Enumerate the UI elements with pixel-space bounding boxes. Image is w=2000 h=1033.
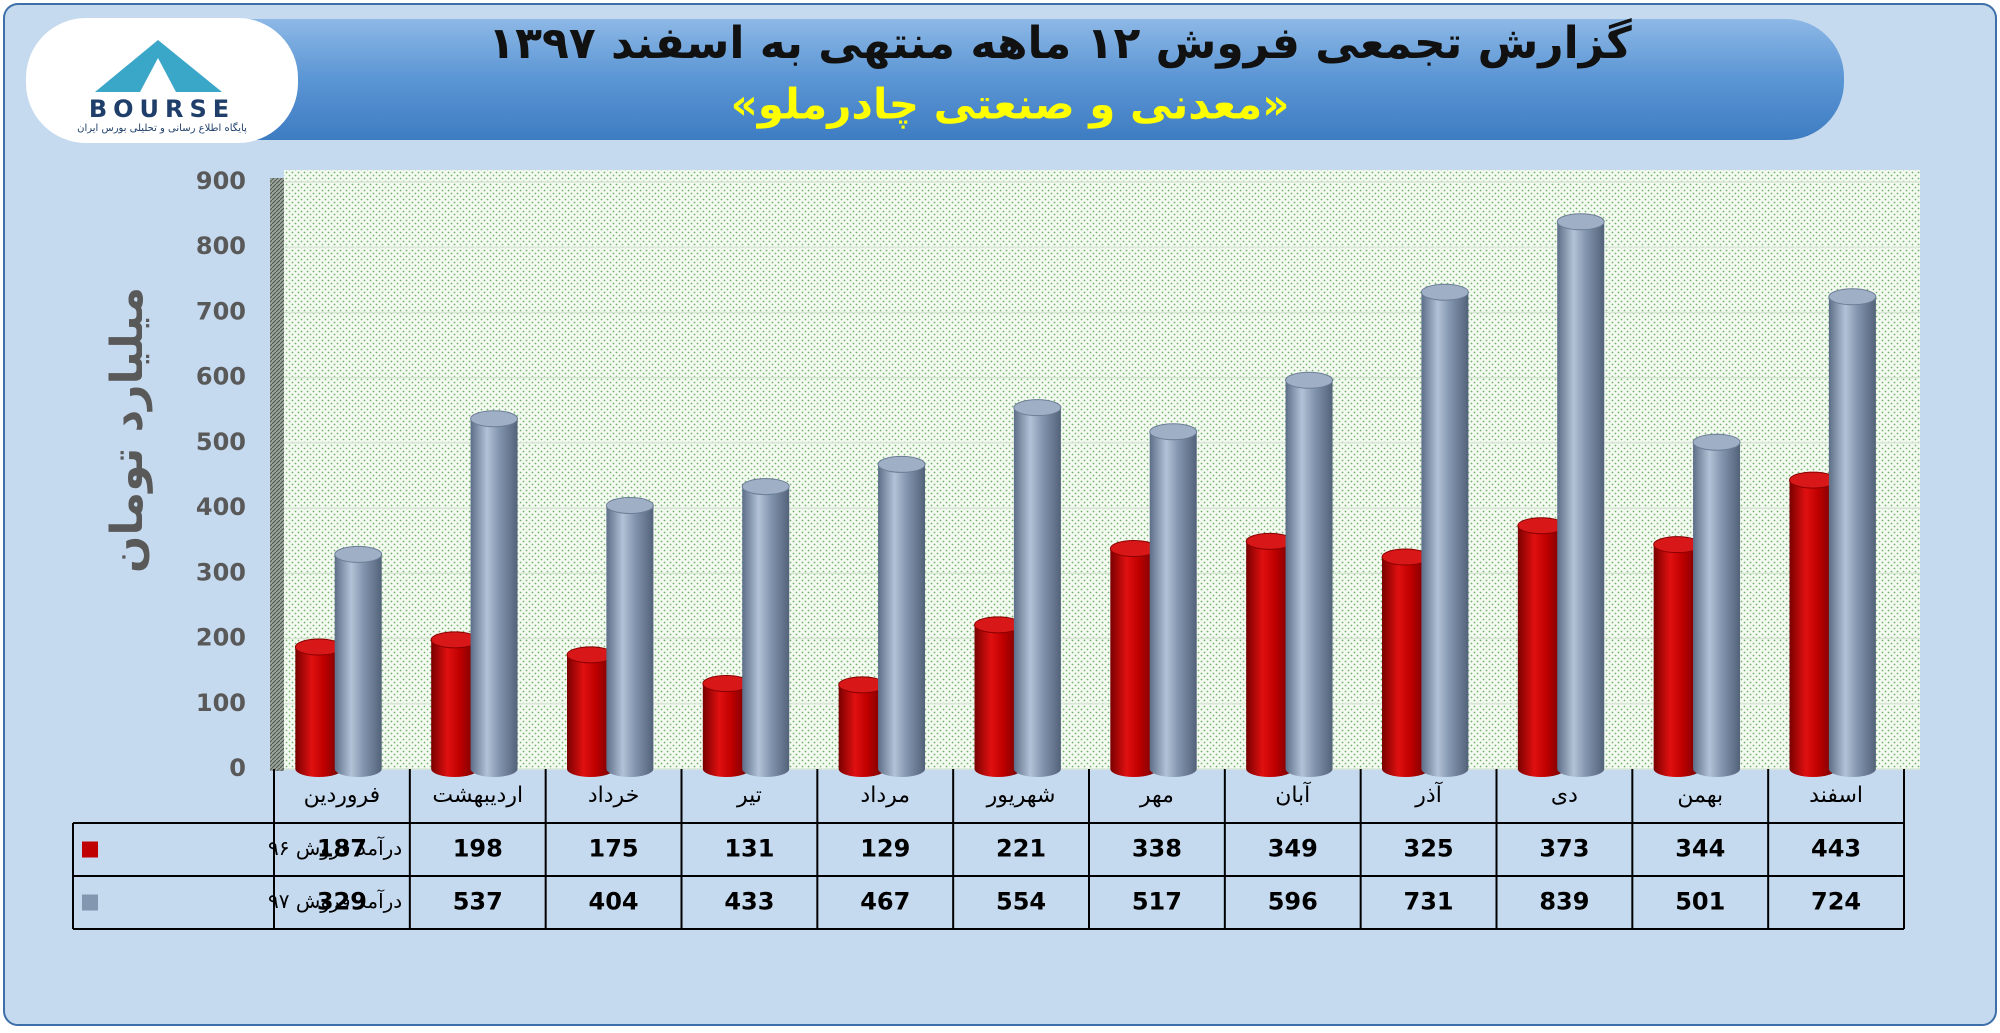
- bar: [1517, 525, 1565, 777]
- legend-swatch: [82, 894, 98, 911]
- data-label: 344: [1675, 835, 1725, 863]
- bar: [1693, 442, 1741, 777]
- logo-shape: [140, 58, 176, 92]
- data-label: 554: [996, 888, 1046, 916]
- data-label: 537: [453, 888, 503, 916]
- x-tick-label: آبان: [1275, 781, 1311, 808]
- y-tick-label: 600: [196, 363, 246, 391]
- title-banner: [32, 19, 1844, 140]
- logo-text: BOURSE: [89, 95, 235, 123]
- bar: [878, 464, 926, 777]
- bar: [334, 554, 382, 777]
- bar-cap: [1013, 399, 1062, 417]
- x-tick-label: تیر: [736, 783, 762, 808]
- bar-cap: [1692, 433, 1741, 451]
- data-label: 131: [724, 835, 774, 863]
- x-tick-label: شهریور: [986, 783, 1056, 808]
- bar: [1557, 221, 1605, 778]
- data-label: 731: [1404, 888, 1454, 916]
- data-label: 187: [317, 835, 367, 863]
- y-axis-label: میلیارد تومان: [102, 287, 153, 573]
- x-tick-label: دی: [1551, 783, 1578, 808]
- data-label: 349: [1268, 835, 1318, 863]
- bar: [470, 418, 518, 777]
- bar: [1828, 296, 1876, 777]
- x-tick-label: اسفند: [1809, 783, 1863, 808]
- legend-swatch: [82, 841, 98, 858]
- x-tick-label: آذر: [1414, 781, 1442, 808]
- data-label: 198: [453, 835, 503, 863]
- bar: [431, 639, 479, 777]
- x-tick-label: مرداد: [860, 783, 910, 808]
- bar: [1013, 407, 1061, 777]
- x-tick-label: اردیبهشت: [432, 783, 523, 808]
- data-label: 501: [1675, 888, 1725, 916]
- y-tick-label: 900: [196, 167, 246, 195]
- data-label: 338: [1132, 835, 1182, 863]
- data-label: 175: [589, 835, 639, 863]
- bar: [1246, 541, 1294, 777]
- bar-cap: [1285, 371, 1334, 389]
- data-label: 596: [1268, 888, 1318, 916]
- data-label: 443: [1811, 835, 1861, 863]
- x-tick-label: مهر: [1139, 783, 1174, 808]
- bar: [606, 505, 654, 777]
- data-label: 724: [1811, 888, 1861, 916]
- bar-cap: [741, 478, 790, 496]
- bar: [1381, 557, 1429, 777]
- bar: [1149, 431, 1197, 777]
- bar: [1110, 548, 1158, 777]
- x-tick-label: بهمن: [1677, 783, 1723, 808]
- bar-cap: [1556, 213, 1605, 231]
- logo: BOURSE پایگاه اطلاع رسانی و تحلیلی بورس …: [26, 18, 298, 143]
- bar-cap: [1420, 283, 1469, 301]
- bar-cap: [1828, 288, 1877, 306]
- bar-cap: [470, 410, 519, 428]
- bar-cap: [334, 545, 383, 563]
- plot-area: [284, 170, 1920, 769]
- data-label: 839: [1539, 888, 1589, 916]
- data-label: 467: [860, 888, 910, 916]
- bar: [838, 684, 886, 777]
- chart-subtitle: «معدنی و صنعتی چادرملو»: [731, 80, 1290, 130]
- data-label: 404: [589, 888, 639, 916]
- bar: [1653, 544, 1701, 777]
- y-tick-label: 800: [196, 232, 246, 260]
- data-label: 221: [996, 835, 1046, 863]
- data-label: 517: [1132, 888, 1182, 916]
- y-tick-label: 700: [196, 297, 246, 325]
- y-tick-label: 400: [196, 493, 246, 521]
- bar: [1421, 292, 1469, 777]
- y-tick-label: 500: [196, 428, 246, 456]
- data-label: 129: [860, 835, 910, 863]
- data-label: 325: [1404, 835, 1454, 863]
- y-tick-label: 300: [196, 558, 246, 586]
- bar: [702, 683, 750, 777]
- legend-label: درآمد فروش ۹۶: [268, 835, 402, 860]
- y-tick-label: 200: [196, 624, 246, 652]
- plot-wall: [270, 178, 284, 771]
- bar: [1285, 380, 1333, 777]
- bar: [295, 647, 343, 777]
- chart-title: گزارش تجمعی فروش ۱۲ ماهه منتهی به اسفند …: [488, 17, 1632, 69]
- legend-label: درآمد فروش ۹۷: [268, 888, 402, 913]
- data-label: 433: [724, 888, 774, 916]
- x-tick-label: فروردین: [304, 783, 381, 808]
- bar-cap: [605, 497, 654, 515]
- data-label: 373: [1539, 835, 1589, 863]
- y-tick-label: 0: [229, 754, 246, 782]
- logo-tagline: پایگاه اطلاع رسانی و تحلیلی بورس ایران: [77, 122, 247, 134]
- bar-cap: [877, 455, 926, 473]
- bar: [1789, 480, 1837, 777]
- bar: [974, 624, 1022, 777]
- data-label: 329: [317, 888, 367, 916]
- x-tick-label: خرداد: [588, 783, 639, 808]
- bar: [566, 654, 614, 777]
- bar: [742, 486, 790, 777]
- y-tick-label: 100: [196, 689, 246, 717]
- bar-cap: [1149, 423, 1198, 441]
